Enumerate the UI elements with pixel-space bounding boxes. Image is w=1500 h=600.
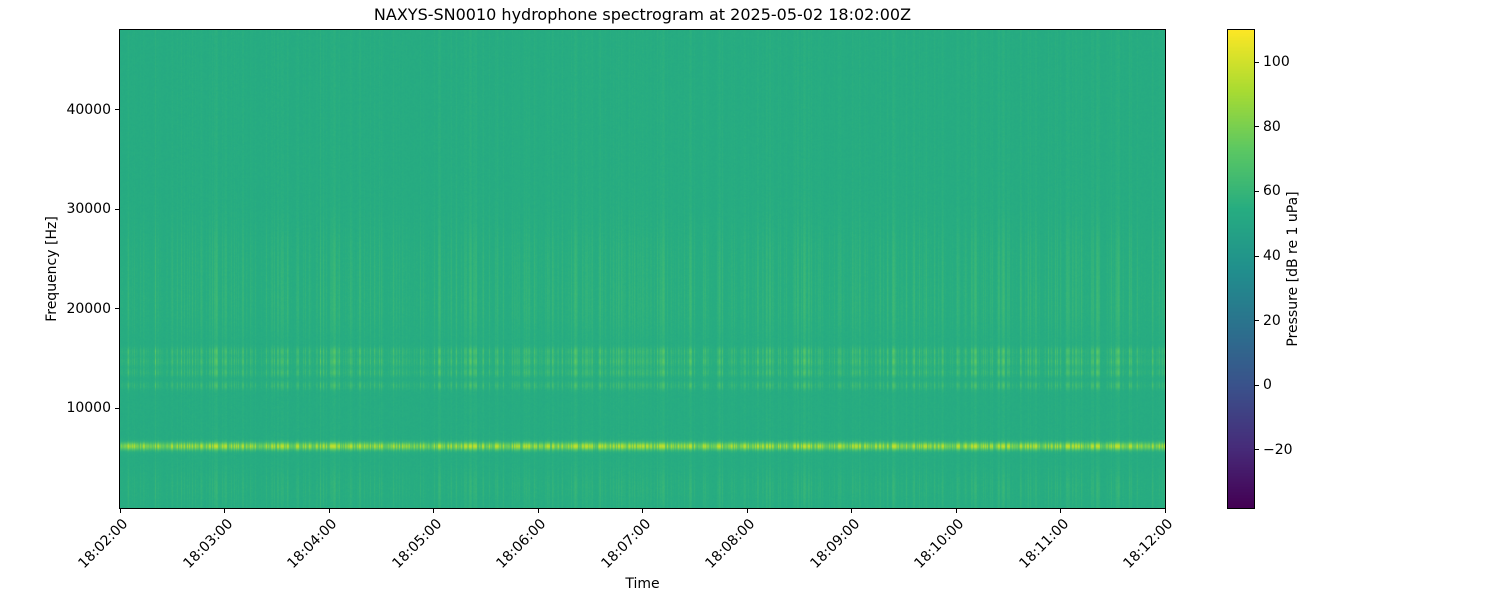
x-tick-mark [1060,509,1061,513]
x-tick-label: 18:04:00 [284,516,341,572]
x-tick-label: 18:03:00 [180,516,236,572]
y-tick-label: 20000 [66,300,111,317]
y-axis-label: Frequency [Hz] [44,216,60,322]
colorbar-tick-label: 0 [1263,377,1272,394]
x-tick-label: 18:10:00 [911,516,968,572]
colorbar-tick-label: 20 [1263,312,1281,329]
x-tick-label: 18:06:00 [493,516,550,572]
x-axis-label: Time [625,576,660,592]
colorbar-tick-label: 60 [1263,183,1281,200]
colorbar [1227,29,1255,509]
y-tick-mark [115,407,119,409]
x-tick-label: 18:08:00 [702,516,759,572]
y-tick-mark [115,308,119,310]
x-tick-mark [328,509,330,513]
colorbar-label: Pressure [dB re 1 uPa] [1285,191,1301,347]
x-tick-mark [642,509,643,513]
colorbar-tick-mark [1255,449,1259,451]
colorbar-tick-label: 100 [1263,54,1290,71]
x-tick-label: 18:09:00 [807,516,863,572]
colorbar-tick-mark [1255,255,1259,257]
x-tick-mark [433,509,434,513]
x-tick-label: 18:02:00 [75,516,132,572]
spectrogram-canvas [120,30,1165,508]
x-tick-label: 18:05:00 [389,516,445,572]
x-tick-mark [537,509,539,513]
y-tick-label: 30000 [66,201,111,218]
x-tick-label: 18:07:00 [598,516,654,572]
y-tick-mark [115,208,119,210]
chart-title: NAXYS-SN0010 hydrophone spectrogram at 2… [373,5,912,24]
colorbar-canvas [1228,30,1254,508]
x-tick-mark [955,509,957,513]
x-tick-mark [1164,509,1166,513]
x-tick-mark [746,509,748,513]
plot-area [119,29,1166,509]
colorbar-tick-mark [1255,190,1259,192]
colorbar-tick-mark [1255,126,1259,128]
colorbar-tick-mark [1255,61,1259,63]
colorbar-tick-mark [1255,320,1259,322]
colorbar-tick-label: 80 [1263,118,1281,135]
y-tick-label: 40000 [66,101,111,118]
y-tick-label: 10000 [66,400,111,417]
colorbar-tick-label: −20 [1263,441,1293,458]
x-tick-mark [224,509,225,513]
x-tick-mark [119,509,121,513]
x-tick-mark [851,509,852,513]
y-tick-mark [115,109,119,111]
x-tick-label: 18:11:00 [1016,516,1072,572]
colorbar-tick-label: 40 [1263,248,1281,265]
x-tick-label: 18:12:00 [1120,516,1177,572]
colorbar-tick-mark [1255,384,1259,386]
